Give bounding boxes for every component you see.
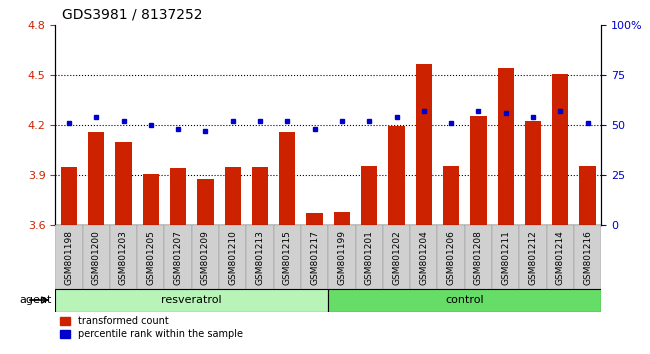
Bar: [246, 225, 274, 289]
Bar: [328, 289, 601, 312]
Bar: [115, 142, 132, 225]
Bar: [519, 225, 547, 289]
Text: GSM801210: GSM801210: [228, 230, 237, 285]
Bar: [525, 121, 541, 225]
Bar: [415, 64, 432, 225]
Text: GDS3981 / 8137252: GDS3981 / 8137252: [62, 7, 202, 21]
Bar: [306, 213, 323, 225]
Text: resveratrol: resveratrol: [161, 295, 222, 305]
Bar: [410, 225, 437, 289]
Bar: [443, 166, 460, 225]
Text: GSM801211: GSM801211: [501, 230, 510, 285]
Bar: [497, 68, 514, 225]
Bar: [301, 225, 328, 289]
Bar: [470, 116, 487, 225]
Bar: [55, 225, 83, 289]
Bar: [88, 132, 105, 225]
Bar: [170, 168, 187, 225]
Text: GSM801206: GSM801206: [447, 230, 456, 285]
Text: GSM801214: GSM801214: [556, 230, 565, 285]
Bar: [274, 225, 301, 289]
Bar: [142, 174, 159, 225]
Text: GSM801200: GSM801200: [92, 230, 101, 285]
Legend: transformed count, percentile rank within the sample: transformed count, percentile rank withi…: [60, 316, 242, 339]
Bar: [356, 225, 383, 289]
Bar: [219, 225, 246, 289]
Bar: [388, 126, 405, 225]
Bar: [83, 225, 110, 289]
Bar: [361, 166, 378, 225]
Bar: [192, 225, 219, 289]
Bar: [547, 225, 574, 289]
Bar: [492, 225, 519, 289]
Text: GSM801203: GSM801203: [119, 230, 128, 285]
Bar: [224, 167, 241, 225]
Bar: [197, 179, 214, 225]
Bar: [574, 225, 601, 289]
Bar: [552, 74, 569, 225]
Text: GSM801212: GSM801212: [528, 230, 538, 285]
Text: agent: agent: [20, 295, 52, 305]
Text: GSM801199: GSM801199: [337, 230, 346, 285]
Bar: [279, 132, 296, 225]
Text: GSM801204: GSM801204: [419, 230, 428, 285]
Text: GSM801213: GSM801213: [255, 230, 265, 285]
Bar: [383, 225, 410, 289]
Text: GSM801207: GSM801207: [174, 230, 183, 285]
Text: GSM801216: GSM801216: [583, 230, 592, 285]
Bar: [252, 167, 268, 225]
Bar: [110, 225, 137, 289]
Text: GSM801209: GSM801209: [201, 230, 210, 285]
Bar: [164, 225, 192, 289]
Text: GSM801215: GSM801215: [283, 230, 292, 285]
Text: GSM801198: GSM801198: [64, 230, 73, 285]
Bar: [465, 225, 492, 289]
Bar: [60, 167, 77, 225]
Bar: [437, 225, 465, 289]
Text: GSM801202: GSM801202: [392, 230, 401, 285]
Bar: [328, 225, 356, 289]
Text: GSM801208: GSM801208: [474, 230, 483, 285]
Bar: [137, 225, 164, 289]
Text: GSM801205: GSM801205: [146, 230, 155, 285]
Text: control: control: [445, 295, 484, 305]
Bar: [55, 289, 328, 312]
Text: GSM801217: GSM801217: [310, 230, 319, 285]
Text: GSM801201: GSM801201: [365, 230, 374, 285]
Bar: [333, 212, 350, 225]
Bar: [579, 166, 596, 225]
